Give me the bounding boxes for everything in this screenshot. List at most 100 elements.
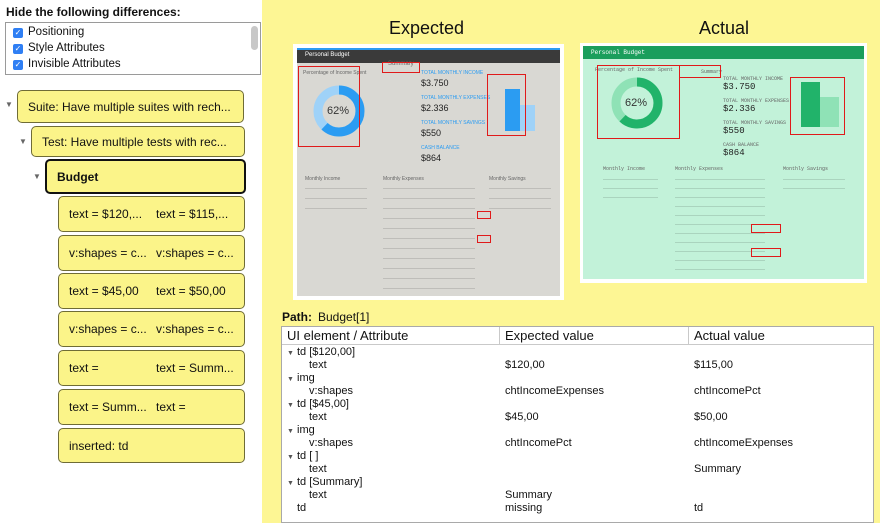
cell-element: v:shapes bbox=[309, 437, 354, 449]
actual-screenshot[interactable]: Personal Budget Percentage of Income Spe… bbox=[580, 43, 867, 283]
diff-node-text-summary-actual[interactable]: text = text = Summ... bbox=[58, 350, 245, 386]
table-row[interactable]: text Summary bbox=[282, 463, 873, 476]
disclosure-triangle-icon[interactable]: ▼ bbox=[287, 454, 294, 461]
cell-expected: chtIncomePct bbox=[505, 437, 572, 449]
diff-highlight bbox=[751, 224, 781, 233]
total-value: $3.750 bbox=[723, 82, 756, 92]
disclosure-triangle-icon[interactable]: ▼ bbox=[287, 428, 294, 435]
table-row[interactable]: ▼ td [Summary] bbox=[282, 476, 873, 489]
table-row[interactable]: ▼ img bbox=[282, 424, 873, 437]
cell-actual: td bbox=[694, 502, 704, 514]
cell-expected: chtIncomeExpenses bbox=[505, 385, 605, 397]
disclosure-triangle-icon[interactable]: ▼ bbox=[33, 172, 41, 181]
cell-expected: Summary bbox=[505, 489, 553, 501]
cell-element: text bbox=[309, 463, 327, 475]
expected-summary-label: Summary bbox=[388, 61, 414, 67]
actual-header: Actual bbox=[699, 18, 750, 38]
diff-node-vshapes-2[interactable]: v:shapes = c... v:shapes = c... bbox=[58, 311, 245, 347]
diff-actual: text = Summ... bbox=[156, 361, 234, 375]
total-label: TOTAL MONTHLY EXPENSES bbox=[723, 98, 790, 104]
cell-actual: $50,00 bbox=[694, 411, 728, 423]
table-row[interactable]: v:shapes chtIncomeExpenses chtIncomePct bbox=[282, 385, 873, 398]
cell-expected: $45,00 bbox=[505, 411, 539, 423]
total-label: CASH BALANCE bbox=[723, 142, 760, 148]
checkbox-checked-icon[interactable]: ✓ bbox=[13, 43, 23, 54]
table-row[interactable]: td missing td bbox=[282, 502, 873, 515]
cell-expected: $120,00 bbox=[505, 359, 545, 371]
diff-expected: text = Summ... bbox=[69, 400, 147, 414]
cell-element: td [$120,00] bbox=[297, 346, 356, 358]
diff-actual: text = $50,00 bbox=[156, 284, 226, 298]
option-positioning[interactable]: ✓ Positioning bbox=[13, 25, 84, 40]
table-row[interactable]: text $120,00 $115,00 bbox=[282, 359, 873, 372]
expected-donut-chart bbox=[313, 85, 365, 137]
cell-actual: Summary bbox=[694, 463, 742, 475]
diff-node-text-45[interactable]: text = $45,00 text = $50,00 bbox=[58, 273, 245, 309]
cell-element: td [Summary] bbox=[297, 476, 363, 488]
actual-title: Personal Budget bbox=[591, 49, 646, 56]
diff-node-inserted-td[interactable]: inserted: td bbox=[58, 428, 245, 463]
cell-element: td [ ] bbox=[297, 450, 319, 462]
diff-highlight bbox=[790, 77, 845, 135]
checkbox-checked-icon[interactable]: ✓ bbox=[13, 27, 23, 38]
disclosure-triangle-icon[interactable]: ▼ bbox=[287, 350, 294, 357]
table-row[interactable]: ▼ img bbox=[282, 372, 873, 385]
expected-title-bar bbox=[297, 48, 560, 63]
path-label: Path: bbox=[282, 310, 312, 324]
table-row[interactable]: ▼ td [$45,00] bbox=[282, 398, 873, 411]
diff-highlight bbox=[679, 65, 721, 78]
diff-node-text-120[interactable]: text = $120,... text = $115,... bbox=[58, 196, 245, 232]
total-value: $550 bbox=[723, 126, 745, 136]
column-header-element[interactable]: UI element / Attribute bbox=[282, 327, 500, 345]
actual-page: Personal Budget Percentage of Income Spe… bbox=[583, 46, 864, 279]
node-label: Suite: Have multiple suites with rech... bbox=[28, 99, 231, 114]
expected-title: Personal Budget bbox=[305, 52, 350, 58]
total-label: CASH BALANCE bbox=[421, 145, 460, 151]
cell-element: v:shapes bbox=[309, 385, 354, 397]
actual-donut-chart bbox=[611, 77, 663, 129]
expected-chart-title: Percentage of Income Spent bbox=[303, 70, 367, 76]
section-label: Monthly Savings bbox=[489, 176, 526, 182]
table-row[interactable]: ▼ td [$120,00] bbox=[282, 346, 873, 359]
path-value: Budget[1] bbox=[318, 310, 370, 324]
diff-node-vshapes-1[interactable]: v:shapes = c... v:shapes = c... bbox=[58, 235, 245, 271]
option-style-attributes[interactable]: ✓ Style Attributes bbox=[13, 41, 105, 56]
table-row[interactable]: ▼ td [ ] bbox=[282, 450, 873, 463]
table-row[interactable]: text $45,00 $50,00 bbox=[282, 411, 873, 424]
total-label: TOTAL MONTHLY SAVINGS bbox=[723, 120, 787, 126]
diff-node-text-summary-expected[interactable]: text = Summ... text = bbox=[58, 389, 245, 425]
total-value: $2.336 bbox=[723, 104, 756, 114]
diff-expected: text = $120,... bbox=[69, 207, 143, 221]
disclosure-triangle-icon[interactable]: ▼ bbox=[5, 100, 13, 109]
checkbox-checked-icon[interactable]: ✓ bbox=[13, 59, 23, 70]
total-label: TOTAL MONTHLY INCOME bbox=[421, 70, 484, 76]
expected-accent-bar bbox=[297, 48, 560, 50]
table-row[interactable]: v:shapes chtIncomePct chtIncomeExpenses bbox=[282, 437, 873, 450]
diff-actual: text = $115,... bbox=[156, 207, 229, 221]
hide-options-list: ✓ Positioning ✓ Style Attributes ✓ Invis… bbox=[5, 22, 261, 75]
diff-expected: text = $45,00 bbox=[69, 284, 139, 298]
tree-node-suite[interactable]: Suite: Have multiple suites with rech... bbox=[17, 90, 244, 123]
expected-bar-income bbox=[505, 89, 520, 131]
column-header-actual[interactable]: Actual value bbox=[689, 327, 873, 345]
diff-highlight bbox=[477, 235, 491, 243]
disclosure-triangle-icon[interactable]: ▼ bbox=[19, 137, 27, 146]
tree-node-budget[interactable]: Budget bbox=[45, 159, 246, 194]
diff-expected: text = bbox=[69, 361, 99, 375]
tree-node-test[interactable]: Test: Have multiple tests with rec... bbox=[31, 126, 245, 157]
column-header-expected[interactable]: Expected value bbox=[500, 327, 689, 345]
expected-pct: 62% bbox=[327, 105, 350, 117]
disclosure-triangle-icon[interactable]: ▼ bbox=[287, 376, 294, 383]
diff-expected: v:shapes = c... bbox=[69, 246, 147, 260]
option-invisible-attributes[interactable]: ✓ Invisible Attributes bbox=[13, 57, 121, 72]
expected-page: Personal Budget Percentage of Income Spe… bbox=[297, 48, 560, 296]
expected-screenshot[interactable]: Personal Budget Percentage of Income Spe… bbox=[293, 44, 564, 300]
section-label: Monthly Expenses bbox=[675, 166, 724, 172]
table-row[interactable]: text Summary bbox=[282, 489, 873, 502]
total-label: TOTAL MONTHLY INCOME bbox=[723, 76, 784, 82]
disclosure-triangle-icon[interactable]: ▼ bbox=[287, 480, 294, 487]
disclosure-triangle-icon[interactable]: ▼ bbox=[287, 402, 294, 409]
total-value: $2.336 bbox=[421, 103, 449, 113]
options-scrollbar[interactable] bbox=[251, 26, 258, 50]
diff-highlight bbox=[597, 65, 680, 139]
